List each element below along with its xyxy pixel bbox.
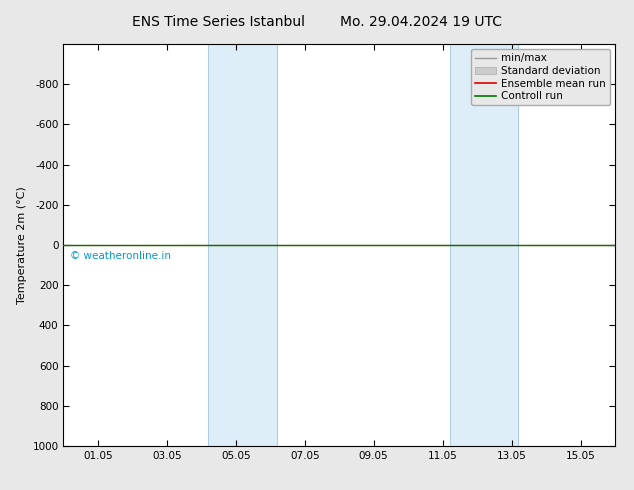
Text: © weatheronline.in: © weatheronline.in — [70, 251, 171, 261]
Bar — [208, 44, 277, 446]
Legend: min/max, Standard deviation, Ensemble mean run, Controll run: min/max, Standard deviation, Ensemble me… — [470, 49, 610, 105]
Bar — [450, 44, 519, 446]
Text: ENS Time Series Istanbul        Mo. 29.04.2024 19 UTC: ENS Time Series Istanbul Mo. 29.04.2024 … — [132, 15, 502, 29]
Y-axis label: Temperature 2m (°C): Temperature 2m (°C) — [17, 186, 27, 304]
